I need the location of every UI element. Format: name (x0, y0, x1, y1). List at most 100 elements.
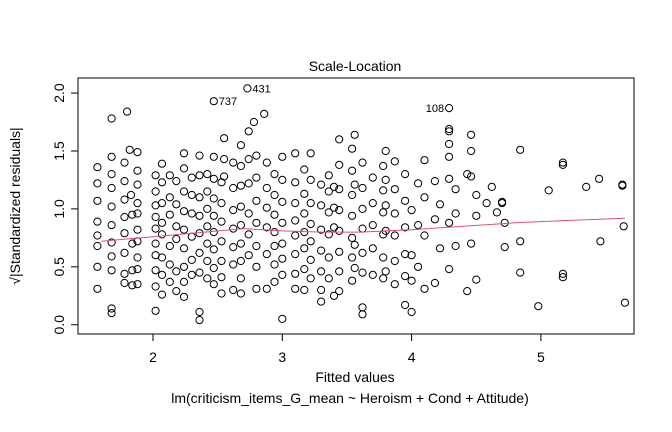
y-tick-label: 0.0 (51, 315, 67, 335)
data-point (401, 223, 410, 232)
data-point (270, 170, 279, 179)
data-point (195, 151, 204, 160)
data-point (252, 218, 261, 227)
data-point (179, 225, 189, 234)
data-point (420, 231, 429, 240)
data-point (93, 262, 102, 271)
data-point (445, 174, 454, 183)
data-point (348, 166, 357, 175)
point-labels-layer: 737 431 108 (219, 83, 444, 115)
data-point (291, 269, 300, 278)
data-point (220, 134, 229, 143)
data-point (368, 244, 377, 253)
data-point (270, 228, 279, 237)
data-point (120, 212, 129, 222)
data-point (278, 218, 287, 227)
data-point (291, 199, 300, 208)
data-point (451, 185, 460, 194)
data-point (133, 209, 142, 218)
data-point (348, 276, 357, 285)
data-point (133, 180, 142, 189)
data-point (172, 177, 181, 186)
data-point (229, 158, 238, 167)
data-point (157, 178, 167, 187)
data-point (107, 252, 116, 261)
data-point (414, 221, 423, 230)
data-point (236, 141, 245, 150)
data-point (252, 196, 261, 205)
data-point (291, 284, 300, 293)
data-point (306, 175, 315, 184)
data-point (249, 117, 258, 127)
data-point (420, 193, 429, 202)
y-tick-label: 2.0 (51, 83, 67, 103)
data-point (329, 223, 339, 232)
data-point (157, 199, 167, 208)
data-point (203, 256, 212, 266)
data-point (291, 231, 300, 240)
plot-area: 737 431 108 (77, 77, 635, 335)
data-point (401, 300, 410, 310)
data-point (467, 172, 476, 181)
data-point (317, 180, 326, 189)
data-point (236, 161, 245, 171)
data-point (335, 206, 344, 215)
data-point (126, 190, 136, 200)
data-point (252, 241, 261, 251)
data-point (358, 204, 367, 213)
data-point (244, 230, 253, 239)
data-point (187, 173, 196, 182)
data-point (165, 193, 174, 202)
data-point (558, 273, 568, 282)
data-point (401, 196, 410, 205)
data-point (133, 253, 142, 262)
data-point (317, 246, 326, 255)
data-point (252, 173, 261, 182)
data-point (179, 262, 189, 271)
data-point (306, 149, 315, 158)
data-point (358, 183, 367, 193)
data-point (93, 241, 102, 251)
data-point (482, 199, 491, 208)
point-label: 737 (219, 96, 237, 108)
data-point (348, 211, 357, 220)
data-point (300, 189, 309, 198)
data-point (596, 237, 605, 246)
data-point (335, 226, 344, 235)
data-point (358, 268, 367, 277)
data-point (236, 256, 245, 266)
data-point (348, 253, 357, 262)
data-point (324, 274, 333, 283)
y-tick-label: 1.0 (51, 199, 67, 219)
data-point (381, 146, 390, 156)
data-point (390, 185, 399, 194)
data-point (270, 210, 279, 219)
data-point (93, 284, 102, 293)
data-point (335, 267, 344, 276)
data-point (445, 124, 454, 134)
data-point (381, 201, 390, 210)
data-point (107, 221, 116, 230)
data-point (516, 237, 525, 246)
data-point (368, 199, 377, 208)
data-point (187, 190, 196, 200)
data-point (133, 280, 142, 289)
data-point (262, 284, 271, 293)
x-axis-title: Fitted values (315, 369, 394, 385)
data-point (165, 210, 174, 219)
data-point (217, 237, 226, 246)
data-point (407, 307, 416, 317)
data-point (179, 207, 189, 216)
data-point (244, 209, 253, 218)
data-point (217, 217, 226, 226)
data-point (487, 182, 496, 191)
point-label: 431 (252, 83, 270, 95)
data-point (107, 309, 116, 318)
data-point (379, 253, 388, 262)
data-point (463, 287, 472, 296)
data-point (278, 314, 287, 323)
data-point (133, 166, 142, 175)
data-point (244, 251, 253, 260)
data-point (358, 224, 367, 233)
x-axis: 2 3 4 5 (149, 333, 545, 365)
